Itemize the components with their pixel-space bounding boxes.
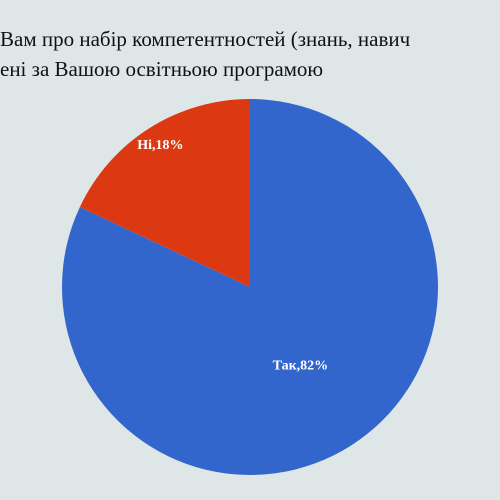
pie-slice [79,98,250,287]
chart-title: ені за Вашою освітньою програмою [0,57,323,81]
chart-title: Вам про набір компетентностей (знань, на… [0,27,411,51]
value-label: Ні,18% [137,138,183,153]
value-label: Так,82% [273,359,329,374]
